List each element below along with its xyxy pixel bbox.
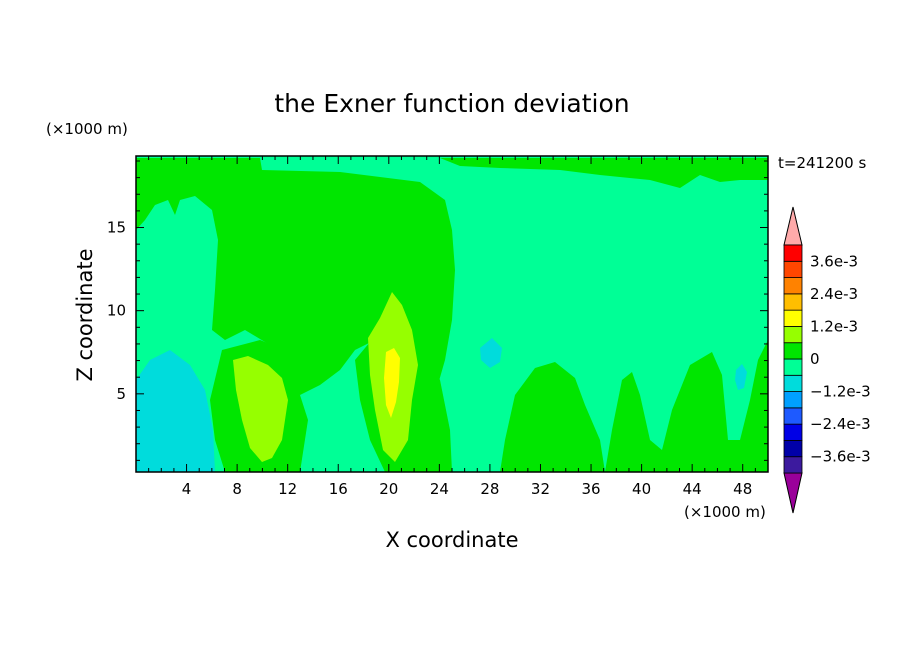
x-tick-label: 32 [531,480,550,498]
y-ticks: 5 10 15 [107,160,768,461]
contour-region-dome [136,158,455,420]
chart-title: the Exner function deviation [274,89,629,118]
colorbar-min-triangle [783,472,803,514]
y-unit-label: (×1000 m) [46,120,128,138]
colorbar-swatch [783,260,803,278]
colorbar-swatch [783,309,803,327]
x-tick-label: 36 [581,480,600,498]
colorbar-swatch [783,342,803,360]
colorbar-swatch [783,244,803,262]
contour-field [136,156,768,472]
colorbar-swatch [783,277,803,295]
x-tick-label: 48 [733,480,752,498]
colorbar-swatch [783,358,803,376]
x-axis-label: X coordinate [385,528,518,552]
x-tick-label: 16 [329,480,348,498]
colorbar-tick-label: 3.6e-3 [810,252,858,270]
colorbar-tick-label: −1.2e-3 [810,383,871,401]
colorbar-tick-label: −3.6e-3 [810,448,871,466]
x-tick-label: 44 [683,480,702,498]
colorbar-swatch [783,440,803,458]
y-axis-label: Z coordinate [73,248,97,381]
colorbar-swatch [783,374,803,392]
colorbar-swatch [783,326,803,344]
contour-region-negative-small-a [480,338,502,368]
x-tick-label: 20 [379,480,398,498]
contour-region-yellow-core [384,348,400,418]
contour-region-lobe-right-b [605,340,768,472]
colorbar-swatch [783,407,803,425]
time-label: t=241200 s [778,154,866,172]
colorbar-tick-label: −2.4e-3 [810,415,871,433]
colorbar-max-triangle [783,206,803,246]
contour-region-yellowgreen-left [233,356,288,462]
x-ticks: 4 8 12 16 20 24 28 32 36 40 44 48 [148,156,756,498]
colorbar [783,206,803,514]
contour-region-negative-small-b [735,364,747,390]
colorbar-tick-label: 2.4e-3 [810,285,858,303]
contour-region-lobe-right-a [500,362,605,472]
contour-region-negative-left [136,350,215,472]
x-tick-label: 4 [182,480,192,498]
colorbar-swatch [783,456,803,474]
x-tick-label: 28 [480,480,499,498]
y-tick-label: 5 [116,385,126,403]
colorbar-tick-label: 0 [810,350,820,368]
colorbar-tick-label: 1.2e-3 [810,317,858,335]
x-tick-label: 24 [430,480,449,498]
x-unit-label: (×1000 m) [684,503,766,521]
y-tick-label: 15 [107,219,126,237]
colorbar-swatch [783,391,803,409]
x-tick-label: 40 [632,480,651,498]
x-tick-label: 8 [232,480,242,498]
colorbar-labels: 3.6e-3 2.4e-3 1.2e-3 0 −1.2e-3 −2.4e-3 −3.6e-3 [810,252,871,465]
colorbar-swatch [783,423,803,441]
y-tick-label: 10 [107,302,126,320]
colorbar-swatch [783,293,803,311]
x-tick-label: 12 [278,480,297,498]
contour-region-top-right [440,158,768,188]
